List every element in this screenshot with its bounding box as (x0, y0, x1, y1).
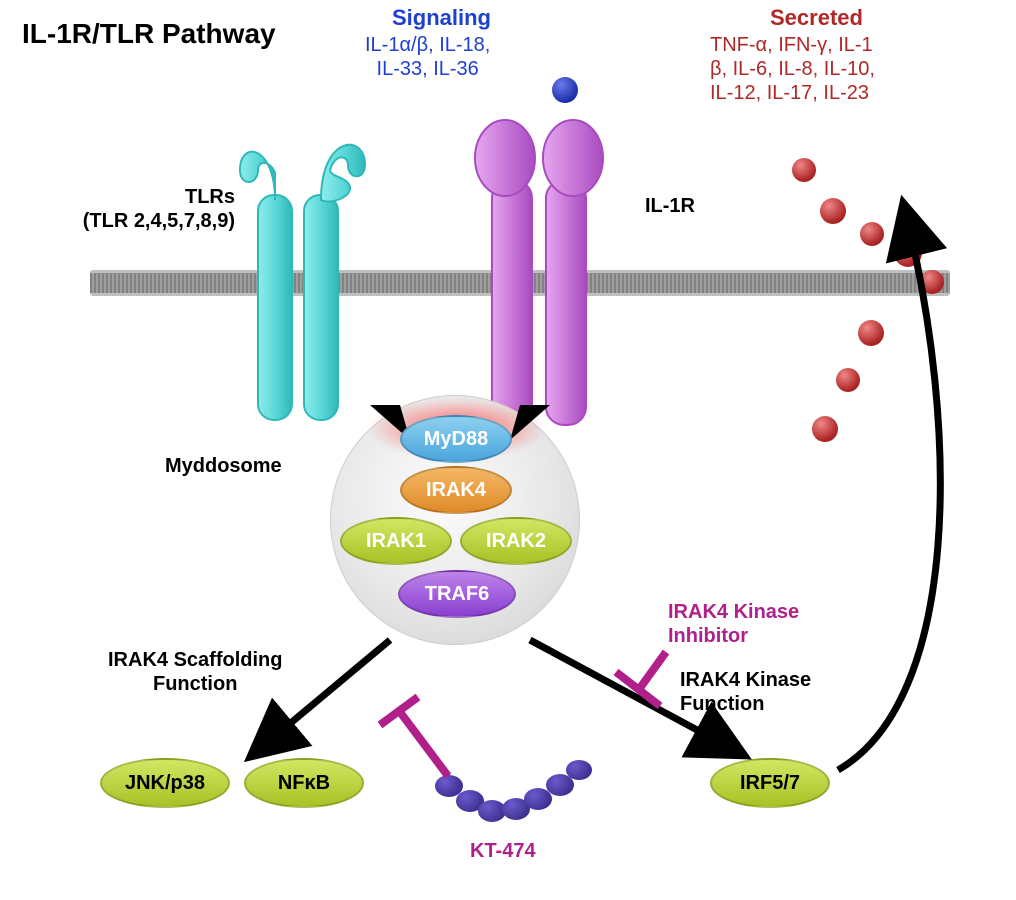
scaffolding-function-label: IRAK4 Scaffolding Function (108, 648, 282, 696)
nfkb-node: NFκB (244, 758, 364, 808)
myd88-node: MyD88 (400, 415, 512, 463)
kinase-inhibitor-label: IRAK4 Kinase Inhibitor (668, 600, 799, 648)
irak2-node: IRAK2 (460, 517, 572, 565)
myddosome-label: Myddosome (165, 455, 282, 478)
irak4-node: IRAK4 (400, 466, 512, 514)
jnk-p38-node: JNK/p38 (100, 758, 230, 808)
irak1-node: IRAK1 (340, 517, 452, 565)
irf57-node: IRF5/7 (710, 758, 830, 808)
kinase-function-label: IRAK4 Kinase Function (680, 668, 811, 716)
kt474-label: KT-474 (470, 840, 536, 863)
traf6-node: TRAF6 (398, 570, 516, 618)
